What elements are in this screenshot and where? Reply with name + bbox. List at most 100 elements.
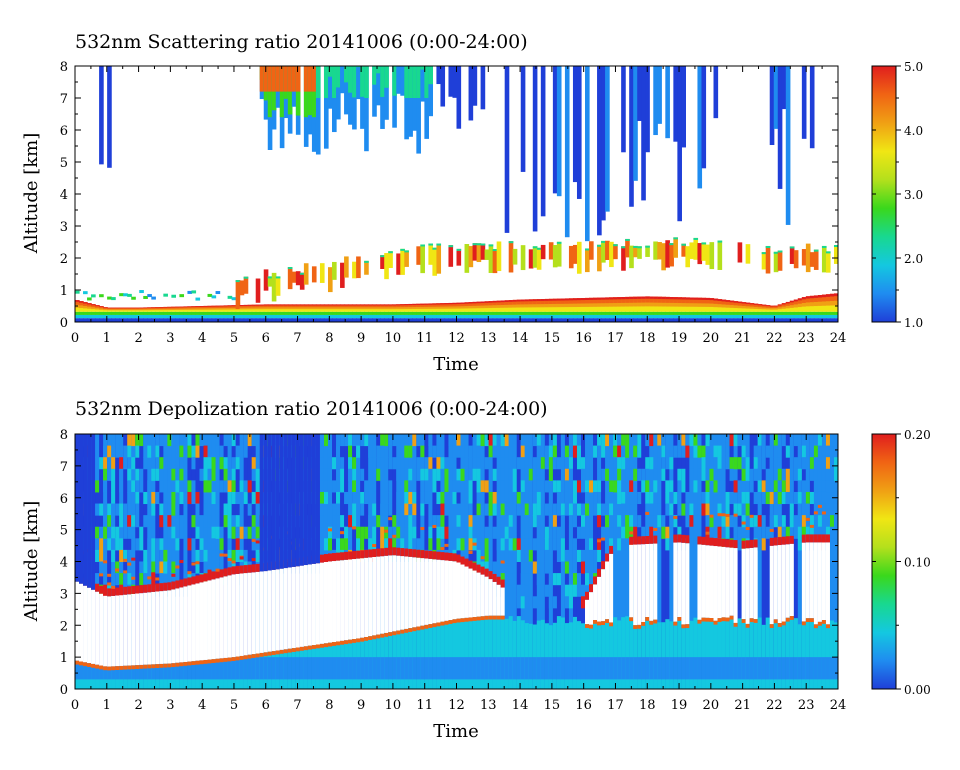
heatmap-cell [781,480,787,493]
heatmap-cell [123,515,128,528]
heatmap-cell [199,306,205,307]
heatmap-cell [536,573,542,586]
heatmap-cell [585,297,590,304]
heatmap-cell [456,308,462,312]
heatmap-cell [207,659,213,664]
heatmap-cell [777,491,783,505]
heatmap-cell [492,318,498,322]
heatmap-cell [705,503,711,516]
heatmap-cell [817,534,823,543]
heatmap-cell [336,318,341,322]
heatmap-cell [580,503,586,516]
heatmap-cell [368,549,373,558]
heatmap-cell [605,538,610,551]
heatmap-cell [344,311,349,315]
heatmap-cell [761,252,767,270]
heatmap-cell [789,311,795,315]
x-tick-label: 16 [575,331,592,346]
heatmap-cell [773,307,779,310]
heatmap-cell [568,596,574,609]
heatmap-cell [448,552,454,561]
heatmap-cell [420,526,425,539]
x-tick-label: 4 [198,698,206,713]
heatmap-cell [432,303,438,305]
heatmap-cell [464,457,470,470]
heatmap-cell [568,503,574,516]
heatmap-cell [528,503,534,516]
heatmap-cell [388,679,393,689]
heatmap-cell [436,318,442,322]
heatmap-cell [267,304,273,306]
heatmap-cell [448,245,454,267]
heatmap-cell [408,66,413,137]
heatmap-cell [641,296,646,303]
heatmap-cell [645,543,650,618]
heatmap-cell [677,314,682,319]
heatmap-cell [508,538,514,551]
heatmap-cell [713,468,719,481]
heatmap-cell [332,457,337,470]
heatmap-cell [115,526,120,539]
heatmap-cell [741,311,747,315]
y-tick-label: 1 [60,651,68,666]
heatmap-cell [701,445,707,458]
heatmap-cell [307,679,313,689]
heatmap-cell [629,536,634,545]
heatmap-cell [323,314,329,319]
heatmap-cell [147,480,152,493]
heatmap-cell [179,307,185,310]
heatmap-cell [552,457,558,470]
heatmap-cell [404,657,409,680]
heatmap-cell [777,311,783,315]
heatmap-cell [661,526,666,539]
heatmap-cell [781,308,787,312]
heatmap-cell [729,457,735,470]
heatmap-cell [420,445,425,458]
x-tick-label: 21 [734,331,751,346]
heatmap-cell [299,304,305,306]
heatmap-cell [801,526,807,539]
heatmap-cell [617,300,622,307]
heatmap-cell [211,434,217,689]
heatmap-cell [319,503,325,516]
heatmap-cell [741,503,747,516]
heatmap-cell [195,583,201,661]
heatmap-cell [801,445,807,458]
heatmap-cell [721,306,727,312]
heatmap-cell [356,538,361,551]
heatmap-cell [235,515,241,528]
heatmap-cell [629,515,634,528]
heatmap-cell [528,299,534,305]
heatmap-cell [275,314,281,319]
heatmap-cell [323,468,329,481]
heatmap-cell [621,434,626,447]
heatmap-cell [155,314,160,319]
heatmap-cell [303,314,309,319]
heatmap-cell [625,311,630,315]
heatmap-cell [187,307,193,310]
heatmap-cell [348,314,353,319]
y-axis-label: Altitude [km] [21,501,42,623]
heatmap-cell [697,679,703,689]
heatmap-cell [801,657,807,680]
heatmap-cell [801,318,807,322]
heatmap-cell [472,617,478,689]
heatmap-cell [797,314,803,319]
heatmap-cell [532,306,538,312]
heatmap-cell [107,457,112,470]
heatmap-cell [613,297,618,300]
heatmap-cell [131,480,136,493]
heatmap-cell [83,318,88,322]
heatmap-cell [805,618,811,689]
heatmap-cell [191,306,197,309]
heatmap-cell [251,434,257,689]
heatmap-cell [793,299,799,305]
heatmap-cell [372,557,377,636]
heatmap-cell [424,491,429,505]
heatmap-cell [239,573,245,656]
heatmap-cell [332,261,337,280]
heatmap-cell [332,304,337,306]
heatmap-cell [119,679,124,689]
heatmap-cell [376,445,381,458]
heatmap-cell [741,468,747,481]
